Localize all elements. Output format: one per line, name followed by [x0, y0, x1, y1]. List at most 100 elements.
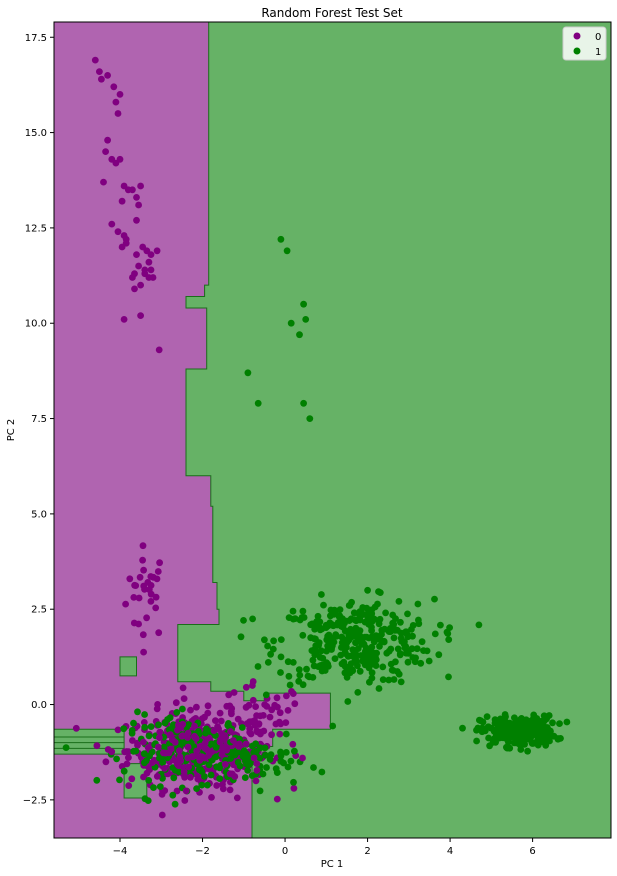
data-point [93, 776, 101, 784]
data-point [273, 795, 281, 803]
data-point [201, 739, 209, 747]
data-point [533, 715, 541, 722]
data-point [531, 725, 539, 733]
data-point [276, 709, 284, 717]
data-point [404, 633, 412, 641]
data-point [137, 182, 145, 190]
data-point [397, 678, 405, 686]
legend-marker-0 [573, 32, 581, 40]
data-point [179, 684, 187, 692]
x-axis: −4 −2 0 2 4 6 [113, 838, 536, 857]
data-point [394, 626, 401, 634]
data-point [184, 743, 192, 751]
data-point [444, 630, 452, 637]
data-point [282, 730, 290, 738]
data-point [193, 785, 201, 792]
data-point [219, 743, 227, 751]
data-point [501, 711, 509, 718]
y-tick-label: 12.5 [25, 223, 47, 234]
data-point [182, 787, 190, 795]
class-1-region-patch [123, 763, 148, 799]
data-point [132, 747, 140, 755]
data-point [224, 721, 232, 729]
data-point [273, 769, 281, 776]
data-point [128, 727, 136, 734]
data-point [310, 662, 318, 670]
data-point [269, 645, 277, 653]
x-tick-label: 0 [282, 846, 288, 857]
data-point [375, 620, 383, 628]
data-point [242, 683, 250, 691]
data-point [120, 767, 128, 775]
data-point [403, 647, 411, 654]
data-point [490, 728, 498, 735]
data-point [296, 671, 304, 679]
data-point [389, 667, 397, 674]
data-point [253, 767, 261, 774]
data-point [114, 228, 122, 236]
data-point [202, 745, 210, 753]
data-point [350, 628, 357, 636]
data-point [244, 767, 252, 774]
data-point [252, 703, 259, 710]
data-point [390, 634, 398, 642]
data-point [187, 706, 194, 714]
data-point [118, 243, 126, 251]
data-point [212, 717, 219, 724]
data-point [295, 677, 303, 685]
data-point [341, 669, 349, 677]
data-point [114, 110, 122, 117]
data-point [243, 720, 251, 728]
data-point [191, 732, 198, 740]
data-point [252, 777, 260, 785]
data-point [277, 636, 285, 643]
data-point [374, 600, 381, 608]
data-point [246, 725, 254, 733]
data-point [315, 623, 323, 630]
y-tick-label: 0.0 [31, 700, 47, 711]
data-point [172, 699, 180, 707]
class-1-region-patch [119, 656, 137, 677]
data-point [485, 734, 492, 742]
data-point [364, 656, 372, 663]
data-point [323, 647, 330, 655]
data-point [98, 75, 105, 83]
data-point [291, 700, 299, 708]
data-point [264, 642, 271, 650]
data-point [179, 720, 187, 728]
data-point [379, 663, 387, 671]
data-point [229, 737, 237, 744]
data-point [563, 718, 571, 726]
data-point [479, 718, 487, 726]
data-point [321, 666, 328, 673]
data-point [128, 775, 136, 783]
data-point [368, 623, 375, 631]
data-point [318, 591, 325, 598]
data-point [503, 729, 511, 736]
data-point [133, 194, 140, 201]
data-point [355, 610, 363, 618]
data-point [320, 601, 327, 609]
data-point [227, 728, 234, 735]
data-point [329, 722, 337, 730]
data-point [219, 781, 226, 788]
data-point [145, 274, 153, 281]
data-point [130, 719, 137, 727]
data-point [116, 155, 124, 163]
data-point [400, 640, 408, 648]
data-point [131, 285, 138, 293]
data-point [193, 703, 200, 711]
data-point [311, 651, 319, 659]
data-point [139, 556, 147, 564]
data-point [392, 615, 399, 622]
data-point [235, 743, 243, 750]
data-point [390, 676, 398, 683]
data-point [184, 729, 192, 737]
data-point [171, 738, 179, 746]
data-point [225, 691, 233, 699]
data-point [112, 98, 120, 106]
data-point [160, 743, 168, 751]
data-point [413, 645, 421, 653]
data-point [254, 399, 262, 407]
data-point [395, 598, 403, 605]
